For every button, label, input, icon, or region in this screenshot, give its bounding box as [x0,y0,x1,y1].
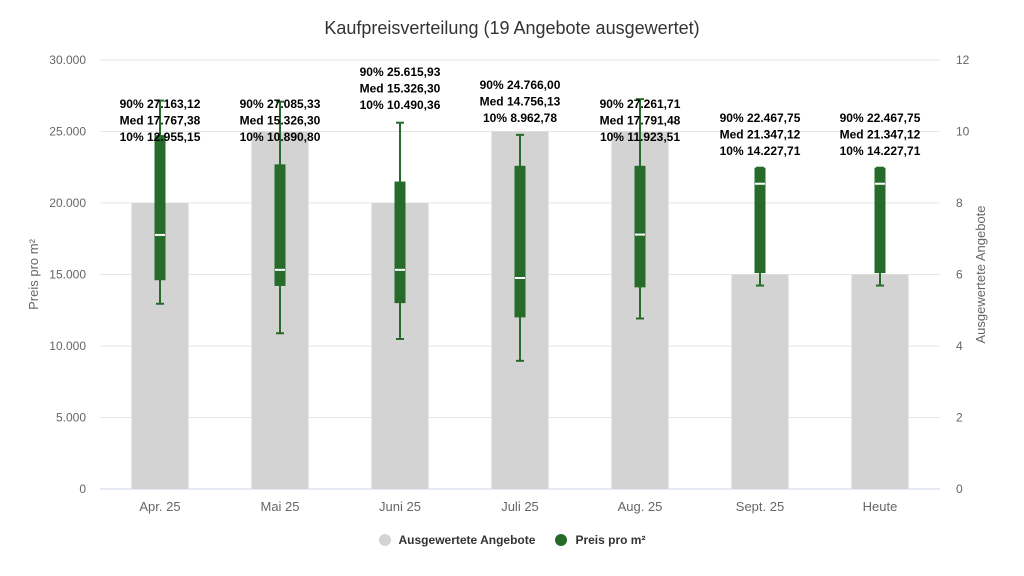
box-preis-pro-m2[interactable] [274,164,286,286]
data-label: 10% 14.227,71 [720,144,801,158]
data-label: 90% 27.163,12 [120,97,201,111]
box-preis-pro-m2[interactable] [394,181,406,304]
box-preis-pro-m2[interactable] [634,165,646,288]
right-axis-tick: 10 [956,125,970,139]
left-axis-title: Preis pro m² [26,238,41,309]
data-label: 90% 27.261,71 [600,97,681,111]
data-label: 10% 10.890,80 [240,130,321,144]
x-axis-label: Apr. 25 [139,499,180,514]
box-preis-pro-m2[interactable] [754,167,766,274]
data-label: Med 17.767,38 [120,114,201,128]
right-axis-title: Ausgewertete Angebote [973,205,988,343]
x-axis-label: Sept. 25 [736,499,784,514]
right-axis-tick: 0 [956,482,963,496]
x-axis-label: Mai 25 [260,499,299,514]
data-label: Med 21.347,12 [840,128,921,142]
box-preis-pro-m2[interactable] [874,167,886,274]
bar-ausgewertete-angebote[interactable] [851,274,909,490]
data-label: Med 21.347,12 [720,128,801,142]
data-label: Med 14.756,13 [480,95,561,109]
left-axis-tick: 0 [79,482,86,496]
legend-dot-gray-icon [378,534,391,546]
x-axis-label: Juni 25 [379,499,421,514]
left-axis-tick: 25.000 [49,125,86,139]
data-label: Med 17.791,48 [600,114,681,128]
data-label: 10% 12.955,15 [120,130,201,144]
chart-legend: Ausgewertete Angebote Preis pro m² [0,533,1024,547]
right-axis-tick: 12 [956,53,970,67]
box-preis-pro-m2[interactable] [514,165,526,318]
data-label: 90% 22.467,75 [720,111,801,125]
data-label: 90% 24.766,00 [480,78,561,92]
data-label: 10% 14.227,71 [840,144,921,158]
x-axis-label: Juli 25 [501,499,539,514]
legend-label: Preis pro m² [575,533,646,547]
left-axis-tick: 30.000 [49,53,86,67]
x-axis-label: Aug. 25 [618,499,663,514]
legend-label: Ausgewertete Angebote [398,533,536,547]
data-label: 10% 11.923,51 [600,130,680,144]
right-axis-tick: 8 [956,196,963,210]
bar-ausgewertete-angebote[interactable] [731,274,789,490]
chart-title: Kaufpreisverteilung (19 Angebote ausgewe… [324,18,700,38]
legend-dot-green-icon [555,534,568,546]
x-axis-label: Heute [863,499,898,514]
left-axis-tick: 5.000 [56,411,86,425]
data-label: 10% 10.490,36 [360,98,441,112]
data-label: Med 15.326,30 [360,82,441,96]
legend-item-ausgewertete-angebote[interactable]: Ausgewertete Angebote [378,533,536,547]
data-label: 90% 27.085,33 [240,97,321,111]
data-label: 10% 8.962,78 [483,111,557,125]
left-axis-tick: 10.000 [49,339,86,353]
data-label: Med 15.326,30 [240,114,321,128]
right-axis-tick: 4 [956,339,963,353]
left-axis-tick: 20.000 [49,196,86,210]
data-label: 90% 25.615,93 [360,65,441,79]
left-axis-tick: 15.000 [49,268,86,282]
right-axis-tick: 6 [956,268,963,282]
data-label: 90% 22.467,75 [840,111,921,125]
legend-item-preis-pro-m2[interactable]: Preis pro m² [555,533,645,547]
box-preis-pro-m2[interactable] [154,135,166,281]
right-axis-tick: 2 [956,411,963,425]
